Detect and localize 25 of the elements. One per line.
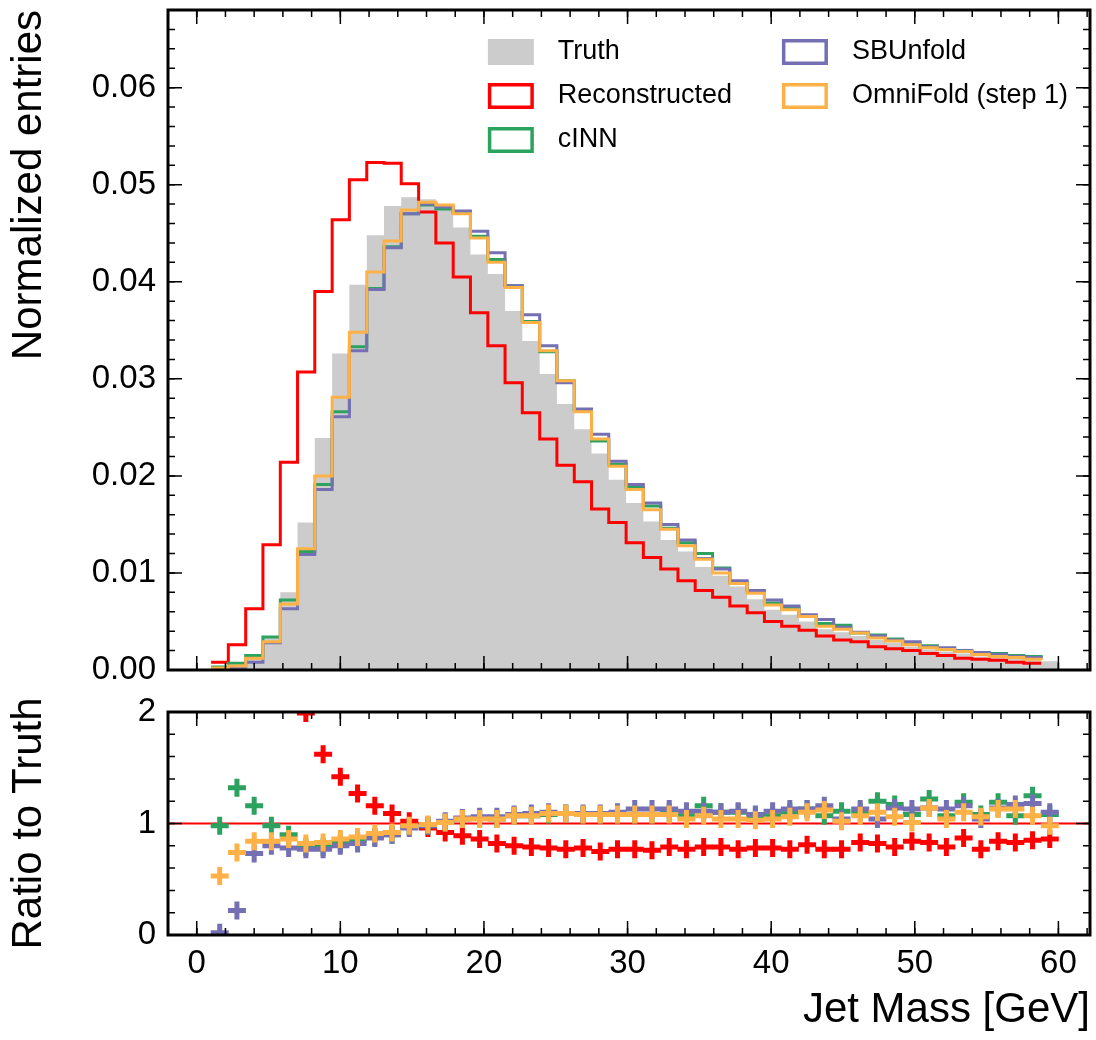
x-tick-label: 20	[465, 942, 503, 980]
y-axis-title: Normalized entries	[2, 10, 50, 361]
legend-label: SBUnfold	[851, 35, 967, 66]
y-tick-label: 0.01	[91, 552, 156, 590]
legend-label: cINN	[557, 123, 618, 154]
legend-label: Truth	[557, 35, 620, 66]
y-tick-label: 0.04	[91, 260, 156, 298]
y-tick-label: 0.06	[91, 66, 156, 104]
y-tick-label: 0.03	[91, 357, 156, 395]
x-tick-label: 50	[896, 942, 934, 980]
x-tick-label: 60	[1040, 942, 1077, 980]
x-tick-label: 10	[321, 942, 359, 980]
x-axis-title: Jet Mass [GeV]	[802, 984, 1090, 1032]
legend-label: OmniFold (step 1)	[851, 79, 1069, 110]
y-tick-label: 0.05	[91, 163, 156, 201]
x-tick-label: 0	[187, 942, 206, 980]
y-tick-label: 1	[137, 802, 156, 840]
y-tick-label: 2	[137, 691, 156, 729]
x-tick-label: 30	[609, 942, 646, 980]
y-axis-title: Ratio to Truth	[2, 697, 50, 950]
legend-label: Reconstructed	[557, 79, 732, 110]
y-tick-label: 0.02	[91, 454, 156, 492]
y-tick-label: 0.00	[91, 649, 156, 687]
y-tick-label: 0	[137, 914, 156, 952]
x-tick-label: 40	[752, 942, 790, 980]
